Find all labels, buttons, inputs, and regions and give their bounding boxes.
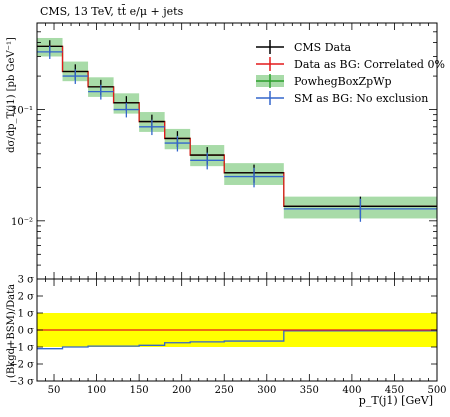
legend: CMS Data Data as BG: Correlated 0% PowhegB… [256, 40, 445, 105]
bottom-y-tick-label: −3 σ [9, 377, 34, 388]
chart-title: CMS, 13 TeV, tt̄ e/μ + jets [40, 5, 184, 18]
bottom-y-axis-label: (Bkgd+BSM)/Data [6, 284, 17, 378]
bottom-y-tick-label: 1 σ [18, 309, 35, 320]
legend-label: PowhegBoxZpWp [294, 75, 392, 88]
top-y-tick-label: 10⁻¹ [11, 106, 33, 117]
top-y-axis-label: dσ/dp_T(j1) [pb GeV⁻¹] [6, 37, 17, 153]
legend-label: CMS Data [294, 41, 352, 54]
x-tick-label: 50 [48, 385, 61, 396]
ratio-sm-step-line [37, 330, 437, 350]
x-tick-label: 300 [257, 385, 276, 396]
legend-label: Data as BG: Correlated 0% [294, 58, 445, 71]
x-tick-label: 150 [130, 385, 149, 396]
x-tick-label: 200 [172, 385, 191, 396]
x-tick-label: 350 [300, 385, 319, 396]
top-y-tick-label: 10⁻² [11, 217, 33, 228]
bottom-y-tick-label: −1 σ [9, 343, 34, 354]
x-tick-label: 500 [427, 385, 446, 396]
x-tick-label: 400 [342, 385, 361, 396]
x-tick-label: 100 [87, 385, 106, 396]
bottom-y-tick-label: 3 σ [18, 275, 35, 286]
bottom-y-tick-label: 0 σ [18, 326, 35, 337]
top-panel: 10⁻¹ 10⁻² dσ/dp_T(j1) [pb GeV⁻¹] [6, 22, 438, 280]
x-tick-label: 450 [385, 385, 404, 396]
legend-label: SM as BG: No exclusion [294, 92, 428, 105]
bottom-y-tick-label: −2 σ [9, 360, 34, 371]
x-tick-label: 250 [215, 385, 234, 396]
bottom-panel: 3 σ 2 σ 1 σ 0 σ −1 σ −2 σ −3 σ(Bkgd+BSM)/Data 5… [6, 275, 447, 397]
bottom-y-tick-label: 2 σ [18, 292, 35, 303]
x-axis-label: p_T(j1) [GeV] [359, 394, 433, 407]
